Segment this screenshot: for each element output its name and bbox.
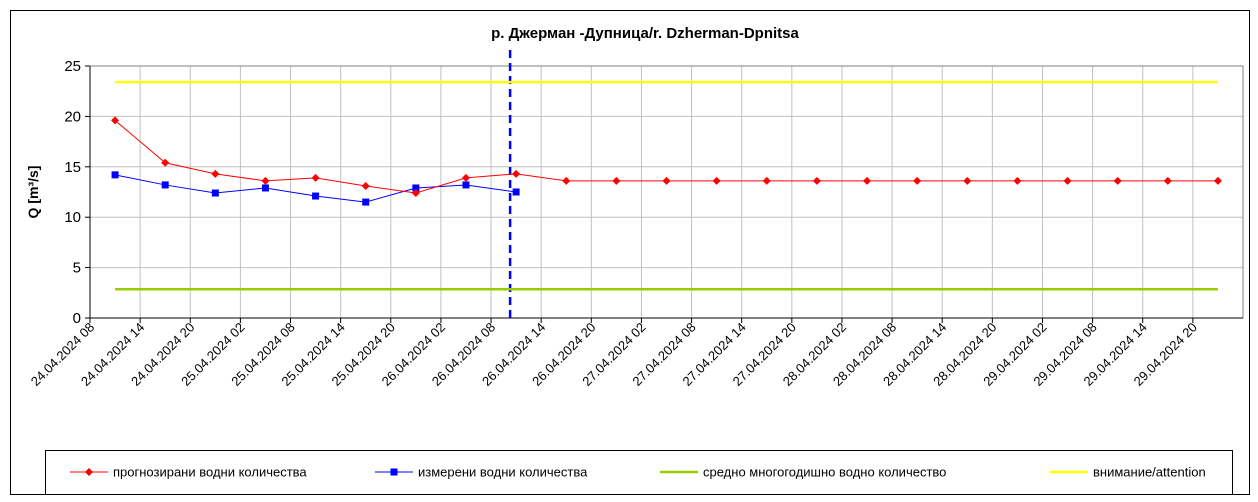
marker (111, 116, 120, 125)
marker (562, 176, 571, 185)
marker (362, 198, 370, 206)
marker (311, 173, 320, 182)
marker (390, 468, 398, 476)
chart-title: р. Джерман -Дупница/r. Dzherman-Dpnitsa (491, 25, 799, 42)
marker (361, 181, 370, 190)
marker (1063, 176, 1072, 185)
marker (211, 189, 219, 197)
marker (411, 189, 420, 198)
y-tick-label: 5 (73, 260, 81, 277)
marker (612, 176, 621, 185)
marker (812, 176, 821, 185)
marker (1013, 176, 1022, 185)
chart-border (10, 10, 1250, 495)
marker (1163, 176, 1172, 185)
marker (662, 176, 671, 185)
marker (461, 173, 470, 182)
marker (211, 169, 220, 178)
y-tick-label: 25 (64, 58, 81, 75)
marker (512, 169, 521, 178)
marker (261, 176, 270, 185)
marker (261, 184, 269, 192)
legend-label: внимание/attention (1093, 465, 1206, 480)
marker (462, 181, 470, 189)
marker (712, 176, 721, 185)
legend-box (45, 450, 1233, 495)
marker (85, 468, 93, 476)
marker (412, 184, 420, 192)
marker (913, 176, 922, 185)
marker (161, 158, 170, 167)
marker (312, 192, 320, 200)
marker (863, 176, 872, 185)
y-tick-label: 20 (64, 108, 81, 125)
marker (111, 171, 119, 179)
legend-label: измерени водни количества (418, 465, 588, 480)
marker (161, 181, 169, 189)
y-tick-label: 10 (64, 209, 81, 226)
marker (762, 176, 771, 185)
legend-label: средно многогодишно водно количество (703, 465, 946, 480)
legend-label: прогнозирани водни количества (113, 465, 307, 480)
marker (512, 188, 520, 196)
y-axis-label: Q [m³/s] (25, 166, 41, 219)
y-tick-label: 0 (73, 310, 81, 327)
marker (1113, 176, 1122, 185)
marker (963, 176, 972, 185)
y-tick-label: 15 (64, 159, 81, 176)
marker (1213, 176, 1222, 185)
